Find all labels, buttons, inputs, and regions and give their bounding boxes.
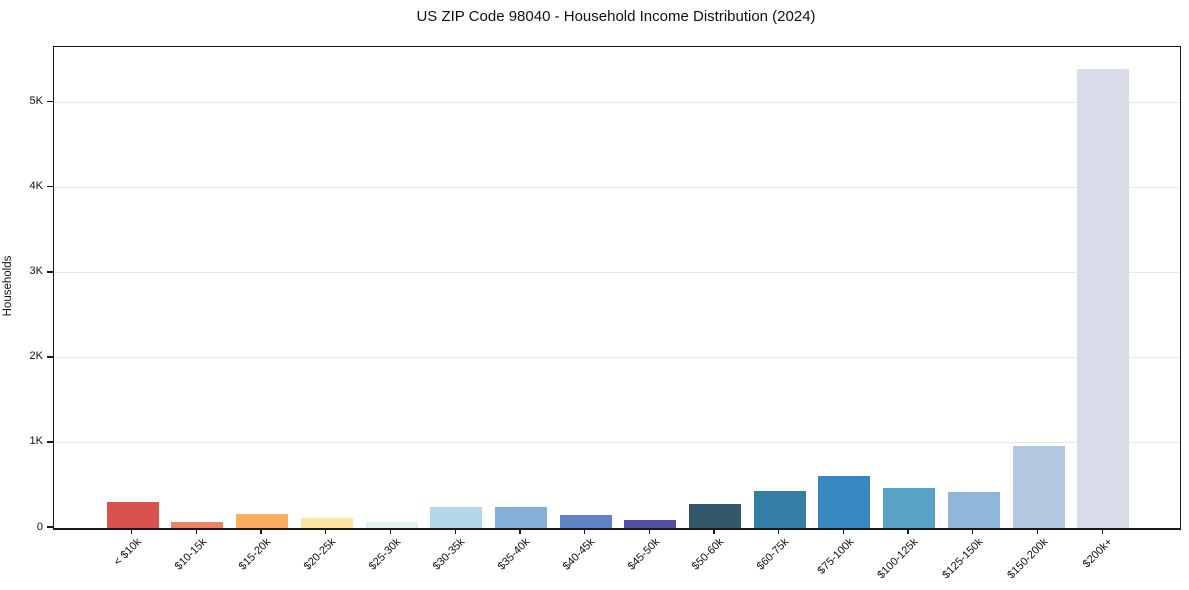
x-tick-mark-$125-150k	[972, 529, 974, 534]
x-tick-mark-$100-125k	[907, 529, 909, 534]
bar-$200k+	[1077, 68, 1130, 528]
chart-title: US ZIP Code 98040 - Household Income Dis…	[416, 8, 816, 25]
x-tick-label-$40-45k: $40-45k	[560, 536, 598, 573]
bar-$50-60k	[689, 503, 741, 528]
bar-$10-15k	[171, 522, 224, 528]
bar-$60-75k	[753, 491, 806, 528]
x-tick-mark-< $10k	[131, 529, 133, 534]
y-axis-label: Households	[2, 255, 14, 317]
bar-$15-20k	[236, 513, 289, 528]
x-tick-label-$15-20k: $15-20k	[236, 536, 274, 573]
x-tick-label-$30-35k: $30-35k	[431, 536, 468, 573]
y-tick-mark-1K	[47, 441, 53, 443]
x-tick-label-$200k+: $200k+	[1080, 536, 1115, 571]
gridline-2K	[54, 357, 1180, 359]
gridline-1K	[54, 442, 1180, 444]
y-tick-label-0: 0	[36, 520, 43, 533]
bar-$125-150k	[947, 492, 1000, 528]
bar-< $10k	[106, 501, 159, 528]
gridline-3K	[54, 272, 1180, 274]
y-tick-label-3K: 3K	[29, 265, 43, 278]
bar-$100-125k	[883, 488, 936, 528]
x-tick-label-$150-200k: $150-200k	[1004, 536, 1050, 582]
x-tick-label-$60-75k: $60-75k	[754, 536, 792, 573]
x-tick-mark-$50-60k	[713, 529, 715, 534]
y-tick-mark-3K	[47, 271, 53, 273]
x-tick-mark-$35-40k	[519, 529, 521, 534]
x-tick-label-$125-150k: $125-150k	[940, 536, 986, 582]
x-tick-label-$20-25k: $20-25k	[301, 536, 339, 573]
y-tick-mark-5K	[47, 101, 53, 103]
x-tick-label-$50-60k: $50-60k	[689, 536, 727, 573]
x-tick-label-< $10k: < $10k	[112, 536, 145, 569]
x-tick-mark-$20-25k	[325, 529, 327, 534]
x-tick-mark-$150-200k	[1036, 529, 1039, 534]
x-tick-mark-$10-15k	[195, 529, 198, 534]
bar-$75-100k	[818, 475, 871, 528]
y-tick-label-1K: 1K	[29, 435, 43, 448]
x-tick-label-$100-125k: $100-125k	[875, 536, 921, 582]
x-tick-mark-$200k+	[1101, 529, 1103, 534]
gridline-4K	[54, 187, 1180, 189]
x-tick-mark-$60-75k	[778, 529, 780, 534]
x-tick-mark-$25-30k	[389, 529, 392, 534]
bar-$25-30k	[365, 522, 418, 528]
x-tick-mark-$15-20k	[260, 529, 262, 534]
x-tick-label-$45-50k: $45-50k	[625, 536, 662, 573]
y-tick-label-4K: 4K	[29, 180, 43, 193]
bar-$35-40k	[494, 507, 547, 528]
bar-$150-200k	[1012, 445, 1065, 528]
x-tick-mark-$40-45k	[583, 529, 586, 534]
x-tick-label-$75-100k: $75-100k	[814, 536, 856, 577]
bar-$45-50k	[624, 520, 677, 528]
plot-area	[53, 46, 1181, 530]
x-tick-label-$35-40k: $35-40k	[495, 536, 533, 573]
y-tick-label-2K: 2K	[29, 350, 43, 363]
x-tick-label-$10-15k: $10-15k	[172, 536, 209, 573]
x-tick-mark-$30-35k	[454, 529, 456, 534]
y-tick-label-5K: 5K	[29, 95, 43, 108]
bar-$30-35k	[430, 507, 483, 528]
y-tick-mark-4K	[47, 186, 53, 188]
y-tick-mark-2K	[47, 356, 53, 358]
x-tick-label-$25-30k: $25-30k	[366, 536, 403, 573]
x-tick-mark-$45-50k	[648, 529, 650, 534]
bar-$20-25k	[300, 517, 353, 528]
gridline-5K	[54, 102, 1180, 104]
bar-$40-45k	[559, 515, 612, 528]
x-tick-mark-$75-100k	[842, 529, 845, 534]
y-tick-mark-0	[47, 526, 53, 528]
